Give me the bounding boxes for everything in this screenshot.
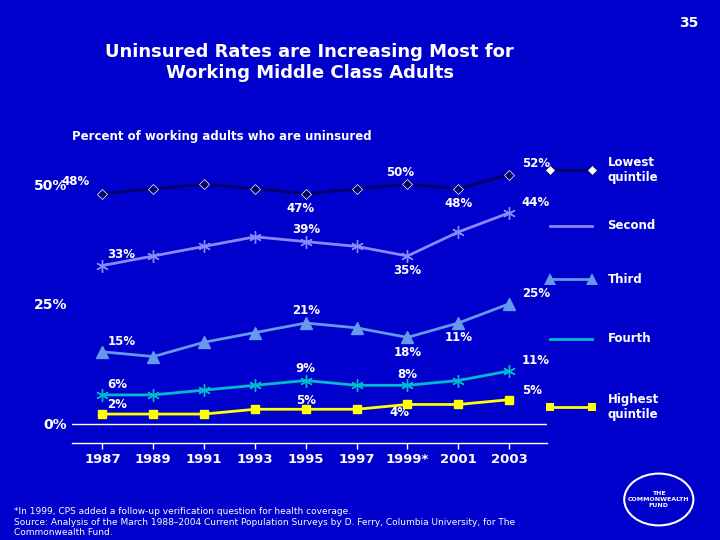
Text: 35%: 35%: [393, 264, 421, 277]
Text: Lowest
quintile: Lowest quintile: [608, 156, 658, 184]
Text: 11%: 11%: [444, 331, 472, 344]
Text: THE
COMMONWEALTH
FUND: THE COMMONWEALTH FUND: [628, 491, 690, 508]
Text: Percent of working adults who are uninsured: Percent of working adults who are uninsu…: [72, 130, 372, 143]
Text: 48%: 48%: [444, 197, 472, 210]
Text: 44%: 44%: [522, 195, 550, 208]
Text: 5%: 5%: [296, 394, 316, 407]
Text: 2%: 2%: [107, 399, 127, 411]
Text: Uninsured Rates are Increasing Most for
Working Middle Class Adults: Uninsured Rates are Increasing Most for …: [105, 43, 514, 82]
Text: 25%: 25%: [522, 287, 550, 300]
Text: 9%: 9%: [296, 362, 316, 375]
Text: 48%: 48%: [61, 175, 90, 188]
Text: Highest
quintile: Highest quintile: [608, 393, 659, 421]
Text: 47%: 47%: [287, 202, 315, 215]
Text: 5%: 5%: [522, 384, 541, 397]
Text: 4%: 4%: [390, 407, 410, 420]
Text: Second: Second: [608, 219, 656, 233]
Text: 52%: 52%: [522, 157, 550, 170]
Text: 33%: 33%: [107, 248, 135, 261]
Text: Third: Third: [608, 273, 642, 286]
Text: 15%: 15%: [107, 335, 135, 348]
Text: 21%: 21%: [292, 305, 320, 318]
Text: 6%: 6%: [107, 377, 127, 391]
Text: 18%: 18%: [393, 346, 421, 359]
Text: *In 1999, CPS added a follow-up verification question for health coverage.
Sourc: *In 1999, CPS added a follow-up verifica…: [14, 508, 516, 537]
Text: 39%: 39%: [292, 223, 320, 236]
Text: 50%: 50%: [386, 165, 414, 179]
Text: 8%: 8%: [397, 368, 418, 381]
Text: 35: 35: [679, 16, 698, 30]
Text: 11%: 11%: [522, 354, 550, 367]
Text: Fourth: Fourth: [608, 332, 651, 346]
